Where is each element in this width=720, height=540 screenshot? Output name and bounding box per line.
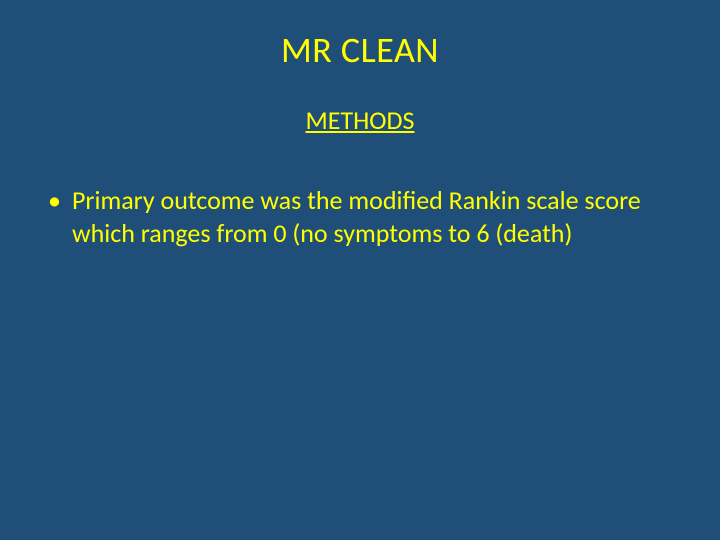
bullet-item: Primary outcome was the modified Rankin … [40,184,680,249]
slide-container: MR CLEAN METHODS Primary outcome was the… [0,0,720,540]
slide-subtitle: METHODS [40,104,680,136]
slide-title: MR CLEAN [40,28,680,72]
bullet-list: Primary outcome was the modified Rankin … [40,184,680,249]
